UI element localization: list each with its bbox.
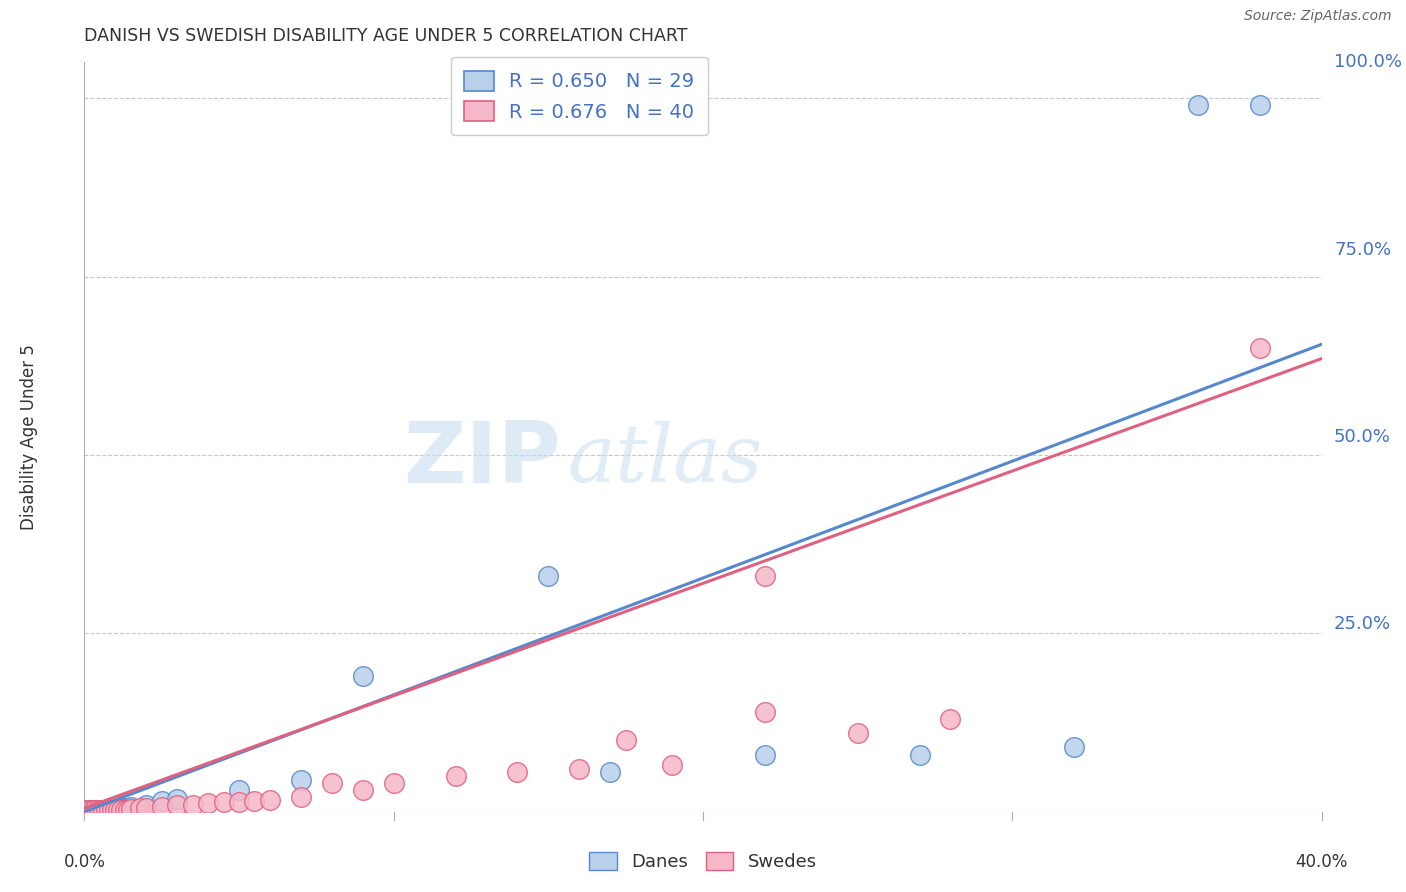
Point: [94, 803, 117, 817]
Point: [89, 803, 111, 817]
Text: ZIP: ZIP: [404, 418, 561, 501]
Point: [290, 772, 312, 787]
Point: [117, 801, 139, 815]
Legend: Danes, Swedes: Danes, Swedes: [582, 845, 824, 879]
Text: 25.0%: 25.0%: [1334, 615, 1391, 633]
Point: [98, 803, 121, 817]
Point: [117, 803, 139, 817]
Point: [166, 792, 188, 806]
Point: [120, 800, 142, 814]
Text: 50.0%: 50.0%: [1334, 428, 1391, 446]
Point: [150, 794, 173, 808]
Point: [228, 783, 250, 797]
Point: [76, 803, 98, 817]
Text: atlas: atlas: [567, 421, 762, 499]
Point: [150, 799, 173, 814]
Point: [614, 733, 637, 747]
Point: [98, 803, 121, 817]
Point: [321, 776, 343, 790]
Point: [1249, 98, 1271, 112]
Point: [754, 705, 776, 719]
Point: [444, 769, 467, 783]
Text: Disability Age Under 5: Disability Age Under 5: [20, 344, 38, 530]
Point: [290, 790, 312, 805]
Legend: R = 0.650   N = 29, R = 0.676   N = 40: R = 0.650 N = 29, R = 0.676 N = 40: [451, 57, 707, 136]
Text: 100.0%: 100.0%: [1334, 54, 1402, 71]
Point: [212, 796, 235, 810]
Point: [94, 803, 117, 817]
Point: [101, 803, 124, 817]
Point: [197, 796, 219, 810]
Point: [135, 797, 157, 812]
Point: [101, 803, 124, 817]
Point: [110, 803, 132, 817]
Point: [243, 794, 266, 808]
Point: [382, 776, 405, 790]
Point: [166, 797, 188, 812]
Text: 0.0%: 0.0%: [63, 853, 105, 871]
Point: [506, 765, 529, 780]
Point: [79, 803, 101, 817]
Point: [104, 803, 127, 817]
Point: [86, 803, 108, 817]
Point: [104, 803, 127, 817]
Point: [86, 803, 108, 817]
Point: [228, 795, 250, 809]
Point: [537, 569, 560, 583]
Text: Source: ZipAtlas.com: Source: ZipAtlas.com: [1244, 9, 1392, 23]
Point: [846, 726, 869, 740]
Point: [107, 802, 129, 816]
Text: 75.0%: 75.0%: [1334, 241, 1391, 259]
Point: [107, 803, 129, 817]
Point: [110, 802, 132, 816]
Point: [908, 747, 931, 762]
Point: [568, 762, 591, 776]
Point: [114, 801, 136, 815]
Point: [91, 803, 114, 817]
Point: [83, 803, 105, 817]
Point: [754, 569, 776, 583]
Point: [83, 803, 105, 817]
Point: [754, 747, 776, 762]
Point: [120, 802, 142, 816]
Point: [661, 758, 683, 772]
Point: [129, 801, 152, 815]
Point: [352, 669, 374, 683]
Point: [352, 783, 374, 797]
Point: [259, 793, 281, 807]
Point: [76, 803, 98, 817]
Point: [79, 803, 101, 817]
Text: 40.0%: 40.0%: [1295, 853, 1348, 871]
Point: [939, 712, 962, 726]
Point: [599, 765, 621, 780]
Point: [83, 803, 105, 817]
Point: [181, 797, 204, 812]
Point: [114, 803, 136, 817]
Point: [1187, 98, 1209, 112]
Point: [1249, 341, 1271, 355]
Point: [83, 803, 105, 817]
Text: DANISH VS SWEDISH DISABILITY AGE UNDER 5 CORRELATION CHART: DANISH VS SWEDISH DISABILITY AGE UNDER 5…: [84, 27, 688, 45]
Point: [1063, 740, 1085, 755]
Point: [89, 803, 111, 817]
Point: [135, 801, 157, 815]
Point: [91, 803, 114, 817]
